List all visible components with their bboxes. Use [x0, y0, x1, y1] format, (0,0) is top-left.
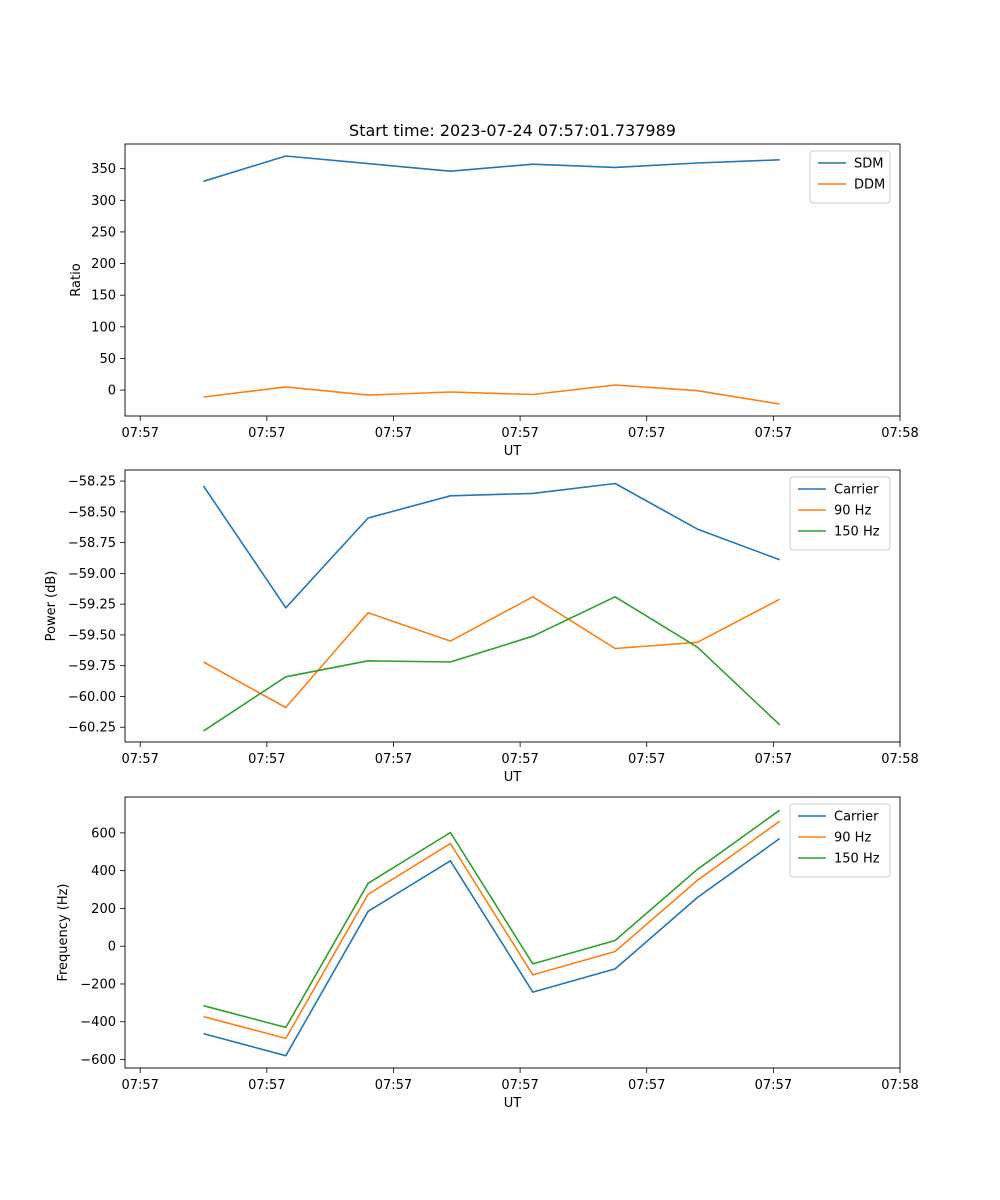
legend-label: 90 Hz	[834, 504, 871, 519]
legend-box	[809, 150, 891, 204]
legend-label: DDM	[854, 178, 885, 193]
x-tick-label: 07:58	[881, 426, 918, 441]
legend-label: SDM	[854, 157, 883, 172]
y-tick-label: 250	[91, 225, 116, 240]
y-tick-label: −59.25	[68, 598, 116, 613]
y-tick-label: 200	[91, 257, 116, 272]
x-tick-label: 07:57	[375, 1078, 412, 1093]
y-tick-label: −59.75	[68, 659, 116, 674]
axes-frame	[124, 143, 901, 417]
y-axis-label: Ratio	[69, 263, 84, 296]
legend-label: 90 Hz	[834, 831, 871, 846]
legend: SDM DDM	[809, 150, 891, 204]
chart-panel-3: 07:57 07:57 07:57 07:57 07:57 07:57 07:58 −600 −…	[56, 796, 919, 1111]
series-line-90-hz	[203, 595, 781, 709]
series-line-carrier	[202, 482, 780, 609]
legend-label: 150 Hz	[834, 525, 880, 540]
x-tick-label: 07:57	[501, 752, 538, 767]
y-tick-label: −400	[80, 1015, 116, 1030]
y-tick-label: −60.25	[68, 721, 116, 736]
y-tick-label: 0	[108, 940, 116, 955]
y-tick-label: −58.25	[68, 475, 116, 490]
y-tick-label: 400	[91, 864, 116, 879]
axes-frame	[124, 469, 901, 743]
x-tick-label: 07:57	[121, 1078, 158, 1093]
y-tick-label: −58.75	[68, 536, 116, 551]
chart-panels: 07:57 07:57 07:57 07:57 07:57 07:57 07:58 0 50 10…	[44, 143, 919, 1111]
y-tick-label: −59.00	[68, 567, 116, 582]
x-tick-label: 07:57	[375, 752, 412, 767]
x-tick-label: 07:57	[248, 1078, 285, 1093]
x-axis-label: UT	[504, 444, 522, 459]
y-tick-label: −200	[80, 977, 116, 992]
y-tick-label: 150	[91, 289, 116, 304]
y-tick-label: 350	[91, 162, 116, 177]
legend-label: Carrier	[834, 810, 879, 825]
x-tick-label: 07:57	[248, 752, 285, 767]
y-tick-label: −60.00	[68, 690, 116, 705]
x-tick-label: 07:57	[501, 1078, 538, 1093]
x-axis-label: UT	[504, 770, 522, 785]
x-tick-label: 07:58	[881, 752, 918, 767]
x-tick-label: 07:57	[755, 752, 792, 767]
series-line-150-hz	[203, 809, 781, 1029]
x-tick-label: 07:57	[628, 1078, 665, 1093]
y-tick-label: −600	[80, 1053, 116, 1068]
y-tick-label: 100	[91, 320, 116, 335]
legend: Carrier 90 Hz 150 Hz	[789, 803, 891, 878]
y-tick-label: 600	[91, 826, 116, 841]
x-tick-label: 07:58	[881, 1078, 918, 1093]
x-tick-label: 07:57	[121, 426, 158, 441]
x-axis-label: UT	[504, 1096, 522, 1111]
y-tick-label: 300	[91, 194, 116, 209]
chart-panel-1: 07:57 07:57 07:57 07:57 07:57 07:57 07:58 0 50 10…	[69, 143, 919, 459]
series-line-carrier	[203, 837, 781, 1057]
x-tick-label: 07:57	[755, 1078, 792, 1093]
x-tick-label: 07:57	[628, 426, 665, 441]
series-line-sdm	[203, 155, 780, 183]
y-tick-label: 50	[99, 352, 116, 367]
x-tick-label: 07:57	[501, 426, 538, 441]
x-tick-label: 07:57	[248, 426, 285, 441]
x-tick-label: 07:57	[375, 426, 412, 441]
axes-frame	[124, 796, 901, 1069]
x-tick-label: 07:57	[121, 752, 158, 767]
legend-label: Carrier	[834, 483, 879, 498]
y-tick-label: −58.50	[68, 505, 116, 520]
y-tick-label: −59.50	[68, 628, 116, 643]
chart-panel-2: 07:57 07:57 07:57 07:57 07:57 07:57 07:58 −58.2…	[44, 469, 919, 785]
series-line-90-hz	[203, 820, 781, 1040]
series-line-150-hz	[203, 595, 781, 732]
legend: Carrier 90 Hz 150 Hz	[789, 476, 891, 551]
x-tick-label: 07:57	[628, 752, 665, 767]
y-tick-label: 200	[91, 902, 116, 917]
y-tick-label: 0	[108, 384, 116, 399]
legend-label: 150 Hz	[834, 852, 880, 867]
y-axis-label: Frequency (Hz)	[56, 883, 71, 981]
y-axis-label: Power (dB)	[44, 571, 59, 642]
series-line-ddm	[203, 384, 780, 405]
figure-title: Start time: 2023-07-24 07:57:01.737989	[349, 121, 676, 140]
x-tick-label: 07:57	[755, 426, 792, 441]
